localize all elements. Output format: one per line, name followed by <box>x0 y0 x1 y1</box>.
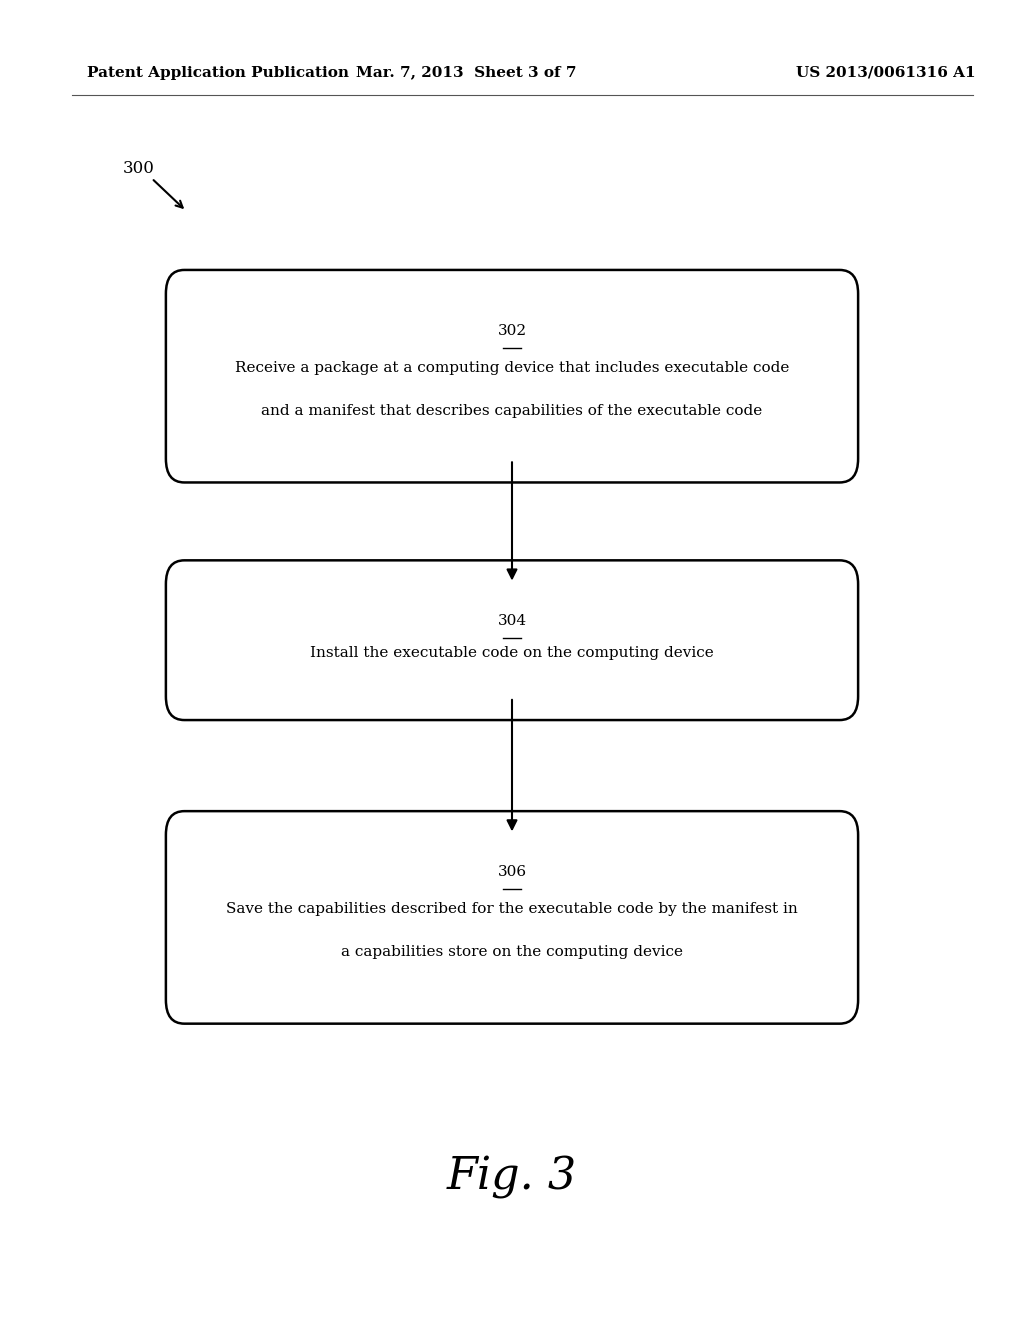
Text: Patent Application Publication: Patent Application Publication <box>87 66 349 79</box>
Text: US 2013/0061316 A1: US 2013/0061316 A1 <box>796 66 976 79</box>
Text: a capabilities store on the computing device: a capabilities store on the computing de… <box>341 945 683 960</box>
Text: and a manifest that describes capabilities of the executable code: and a manifest that describes capabiliti… <box>261 404 763 418</box>
Text: Mar. 7, 2013  Sheet 3 of 7: Mar. 7, 2013 Sheet 3 of 7 <box>355 66 577 79</box>
Text: 304: 304 <box>498 614 526 628</box>
FancyBboxPatch shape <box>166 560 858 721</box>
Text: 300: 300 <box>123 161 155 177</box>
Text: 302: 302 <box>498 323 526 338</box>
Text: Save the capabilities described for the executable code by the manifest in: Save the capabilities described for the … <box>226 902 798 916</box>
Text: 306: 306 <box>498 865 526 879</box>
FancyBboxPatch shape <box>166 271 858 483</box>
FancyBboxPatch shape <box>166 810 858 1024</box>
Text: Fig. 3: Fig. 3 <box>446 1156 578 1199</box>
Text: Install the executable code on the computing device: Install the executable code on the compu… <box>310 647 714 660</box>
Text: Receive a package at a computing device that includes executable code: Receive a package at a computing device … <box>234 360 790 375</box>
